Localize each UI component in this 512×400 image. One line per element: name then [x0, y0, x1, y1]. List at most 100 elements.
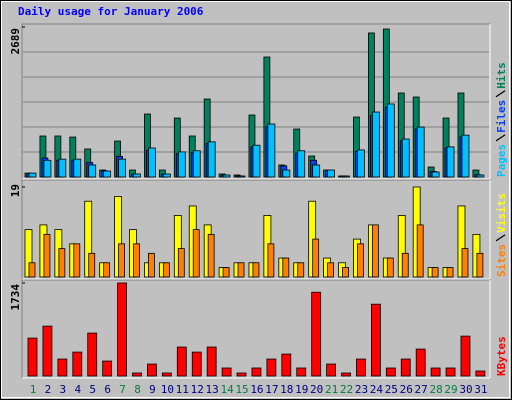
- bar: [415, 348, 426, 377]
- bar: [445, 367, 456, 377]
- bar: [207, 141, 216, 178]
- bar: [371, 111, 380, 178]
- x-tick-label: 4: [74, 383, 81, 396]
- bar: [42, 325, 53, 377]
- x-tick-label: 15: [235, 383, 248, 396]
- bar: [252, 144, 261, 178]
- bar: [251, 367, 262, 377]
- separator: [495, 90, 506, 98]
- x-tick-label: 16: [250, 383, 263, 396]
- x-tick-label: 14: [220, 383, 234, 396]
- bar: [282, 257, 290, 278]
- bar: [357, 149, 365, 178]
- bar: [43, 159, 52, 178]
- bar: [148, 252, 155, 278]
- bar: [401, 138, 410, 178]
- bar: [460, 335, 471, 377]
- x-tick-label: 12: [191, 383, 204, 396]
- bar: [162, 173, 171, 178]
- bar: [73, 158, 82, 178]
- bar: [177, 151, 186, 178]
- bar: [252, 262, 260, 278]
- y-tick-label: 1734: [9, 284, 22, 311]
- bar: [176, 346, 187, 377]
- bar: [103, 262, 111, 278]
- bar: [72, 351, 83, 377]
- bar: [27, 337, 38, 377]
- x-tick-label: 11: [176, 383, 189, 396]
- bar: [28, 172, 37, 178]
- bar: [102, 360, 113, 377]
- bar: [296, 367, 307, 377]
- x-tick-label: 18: [280, 383, 293, 396]
- x-tick-label: 26: [400, 383, 413, 396]
- bar: [236, 372, 247, 377]
- bar: [222, 174, 231, 178]
- bar: [267, 123, 276, 178]
- legend-entry: Files: [495, 100, 508, 133]
- bar: [416, 224, 424, 278]
- bar: [326, 363, 337, 377]
- bar: [327, 262, 335, 278]
- x-tick-label: 22: [340, 383, 353, 396]
- bar: [43, 233, 51, 278]
- x-tick-label: 10: [161, 383, 174, 396]
- bar: [57, 358, 68, 377]
- bar: [312, 238, 320, 278]
- bar: [58, 248, 66, 278]
- x-tick-label: 28: [429, 383, 442, 396]
- bar: [356, 358, 366, 377]
- bar: [457, 205, 466, 278]
- bar: [282, 169, 291, 178]
- bar: [311, 291, 322, 377]
- bar: [192, 229, 200, 278]
- x-tick-label: 5: [89, 383, 96, 396]
- x-tick-label: 7: [119, 383, 126, 396]
- x-tick-label: 3: [60, 383, 67, 396]
- x-tick-label: 24: [370, 383, 384, 396]
- chart-title: Daily usage for January 2006: [18, 5, 204, 18]
- bar: [237, 175, 246, 178]
- legend-entry: Sites: [495, 244, 508, 277]
- bar: [370, 303, 381, 377]
- bar: [221, 367, 232, 377]
- x-tick-label: 8: [134, 383, 141, 396]
- bar: [58, 158, 67, 178]
- bar: [73, 243, 81, 278]
- bar: [416, 126, 425, 178]
- bar: [431, 267, 439, 278]
- bar: [446, 146, 455, 178]
- bar: [177, 248, 185, 278]
- bar: [237, 262, 245, 278]
- y-tick-label: 2689: [9, 28, 22, 55]
- bar: [117, 282, 127, 377]
- bar: [222, 267, 230, 278]
- bar: [461, 134, 470, 178]
- bar: [397, 215, 406, 278]
- x-tick-label: 13: [206, 383, 219, 396]
- separator: [495, 234, 506, 242]
- separator: [495, 134, 506, 142]
- bar: [87, 332, 98, 377]
- bar: [386, 257, 394, 278]
- x-tick-label: 17: [265, 383, 278, 396]
- bar: [118, 158, 126, 178]
- bar: [206, 346, 217, 377]
- x-tick-label: 1: [30, 383, 37, 396]
- legend-entry: KBytes: [495, 336, 508, 376]
- bar: [461, 248, 469, 278]
- bar: [191, 351, 202, 377]
- x-tick-label: 21: [325, 383, 338, 396]
- bar: [357, 243, 364, 278]
- bar: [24, 229, 33, 278]
- x-tick-label: 9: [149, 383, 156, 396]
- x-tick-label: 31: [474, 383, 487, 396]
- bar: [28, 262, 36, 278]
- x-tick-label: 20: [310, 383, 323, 396]
- bar: [133, 243, 140, 278]
- x-tick-label: 30: [459, 383, 472, 396]
- y-tick-label: 19: [9, 184, 22, 197]
- bar: [266, 358, 277, 377]
- bar: [341, 372, 351, 377]
